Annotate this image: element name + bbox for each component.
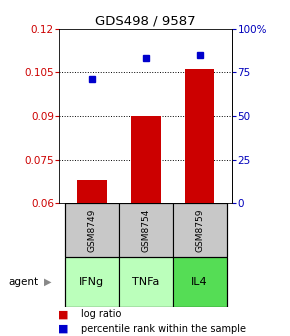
Bar	[173, 203, 226, 257]
Text: IFNg: IFNg	[79, 277, 104, 287]
Bar	[65, 257, 119, 307]
Text: ▶: ▶	[44, 277, 52, 287]
Text: percentile rank within the sample: percentile rank within the sample	[81, 324, 246, 334]
Bar	[131, 116, 161, 203]
Bar	[119, 257, 173, 307]
Bar	[119, 203, 173, 257]
Text: GSM8759: GSM8759	[195, 208, 204, 252]
Bar	[77, 180, 107, 203]
Text: GSM8749: GSM8749	[87, 208, 96, 252]
Title: GDS498 / 9587: GDS498 / 9587	[95, 14, 196, 28]
Text: agent: agent	[9, 277, 39, 287]
Text: log ratio: log ratio	[81, 309, 122, 319]
Text: ■: ■	[58, 309, 68, 319]
Text: IL4: IL4	[191, 277, 208, 287]
Text: TNFa: TNFa	[132, 277, 160, 287]
Text: GSM8754: GSM8754	[141, 208, 150, 252]
Text: ■: ■	[58, 324, 68, 334]
Bar	[65, 203, 119, 257]
Bar	[185, 69, 215, 203]
Bar	[173, 257, 226, 307]
